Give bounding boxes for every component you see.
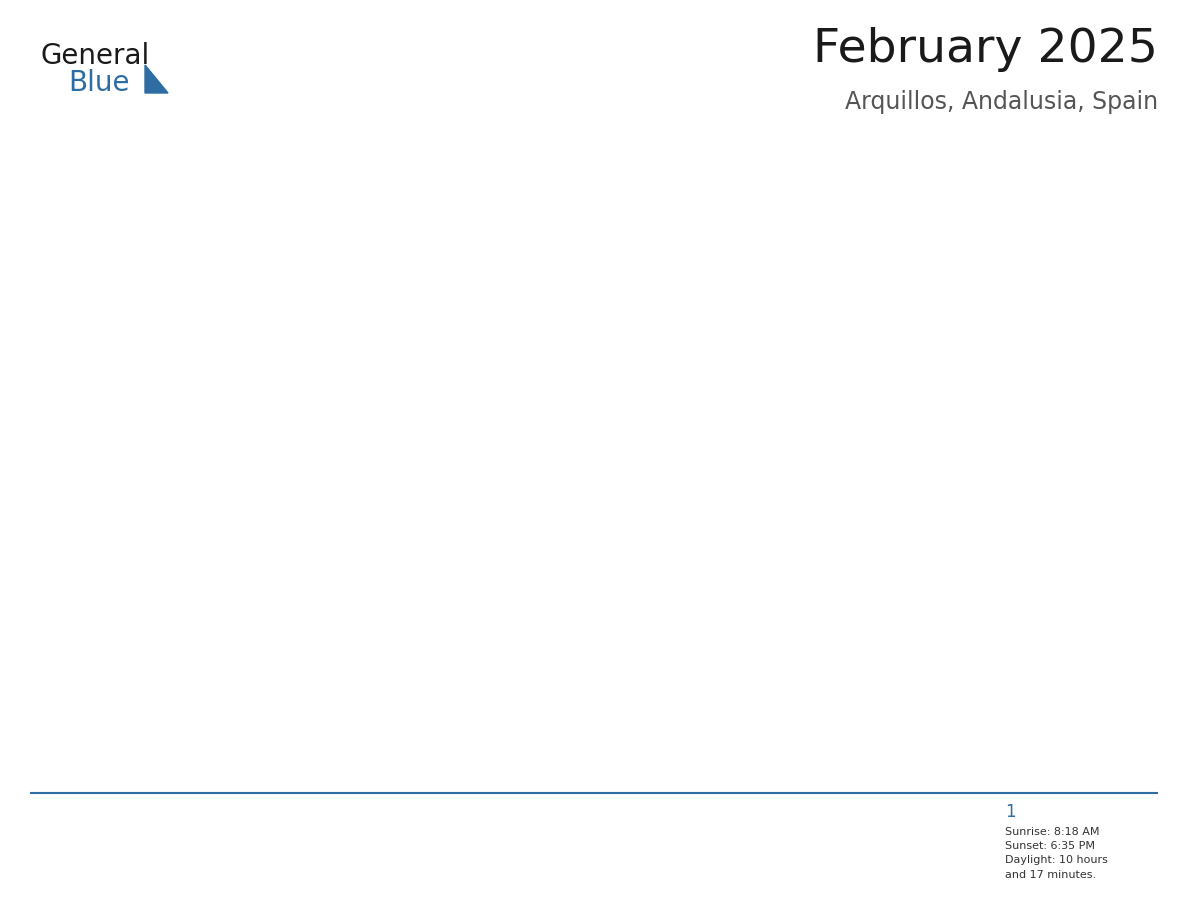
- Text: General: General: [40, 42, 150, 70]
- Text: Sunrise: 8:18 AM
Sunset: 6:35 PM
Daylight: 10 hours
and 17 minutes.: Sunrise: 8:18 AM Sunset: 6:35 PM Dayligh…: [1005, 826, 1107, 879]
- Text: Wednesday: Wednesday: [525, 764, 621, 782]
- Text: Monday: Monday: [202, 764, 268, 782]
- Text: 1: 1: [1005, 802, 1016, 821]
- Text: Sunday: Sunday: [42, 764, 103, 782]
- Text: Saturday: Saturday: [1009, 764, 1083, 782]
- Text: Arquillos, Andalusia, Spain: Arquillos, Andalusia, Spain: [845, 90, 1158, 114]
- Polygon shape: [145, 65, 168, 93]
- Text: February 2025: February 2025: [813, 28, 1158, 73]
- Text: Blue: Blue: [68, 69, 129, 97]
- Text: Tuesday: Tuesday: [364, 764, 431, 782]
- Text: Thursday: Thursday: [685, 764, 763, 782]
- Text: Friday: Friday: [847, 764, 897, 782]
